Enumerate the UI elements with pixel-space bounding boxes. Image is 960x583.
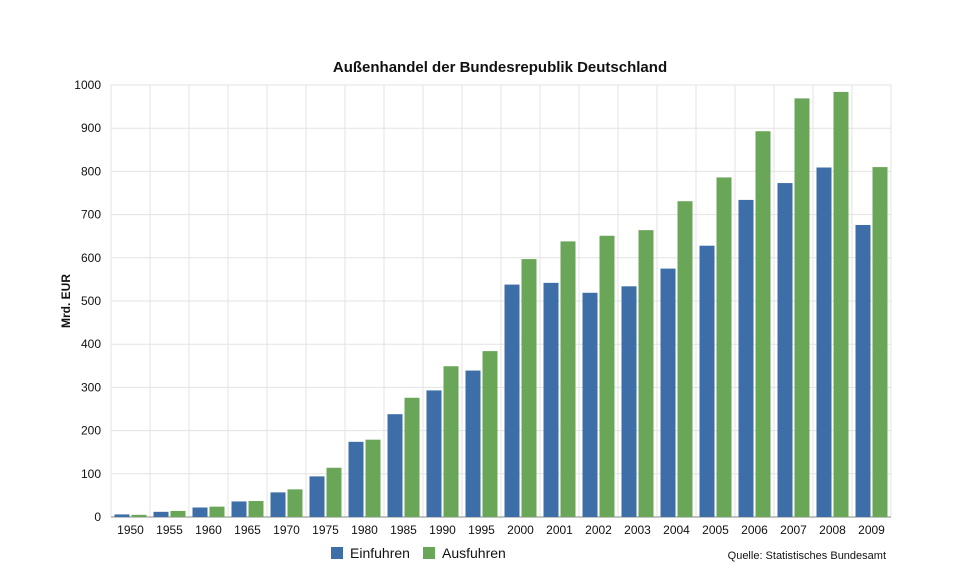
bar-ausfuhren-1960 [209,506,225,517]
bar-einfuhren-2003 [621,286,637,517]
bar-einfuhren-1985 [387,414,403,517]
bar-ausfuhren-2006 [755,131,771,517]
bar-ausfuhren-2005 [716,177,732,517]
x-tick-label: 2000 [507,523,534,537]
y-tick-label: 0 [94,510,101,524]
x-tick-label: 2008 [819,523,846,537]
bar-ausfuhren-2000 [521,259,537,517]
bar-einfuhren-1990 [426,390,442,517]
bar-ausfuhren-2004 [677,201,693,517]
legend: Einfuhren Ausfuhren [331,545,506,561]
x-tick-label: 2004 [663,523,690,537]
legend-label-einfuhren: Einfuhren [350,545,410,561]
bar-einfuhren-2004 [660,268,676,517]
x-tick-label: 1975 [312,523,339,537]
bar-ausfuhren-2009 [872,167,888,517]
bar-einfuhren-2002 [582,292,598,517]
bar-ausfuhren-1965 [248,501,264,517]
legend-swatch-einfuhren [331,547,343,559]
x-tick-label: 2005 [702,523,729,537]
x-axis-ticks: 1950 1955 1960 1965 1970 1975 1980 1985 1990 1995… [117,523,885,537]
x-tick-label: 1950 [117,523,144,537]
x-tick-label: 2003 [624,523,651,537]
bar-einfuhren-1965 [231,501,247,517]
bar-ausfuhren-1975 [326,467,342,517]
bar-ausfuhren-1980 [365,439,381,517]
x-tick-label: 2006 [741,523,768,537]
bar-ausfuhren-1985 [404,397,420,517]
bar-ausfuhren-1990 [443,366,459,517]
y-tick-label: 900 [81,121,101,135]
bar-einfuhren-2005 [699,245,715,518]
x-tick-label: 1970 [273,523,300,537]
bar-einfuhren-1950 [114,514,130,517]
y-tick-label: 800 [81,164,101,178]
x-tick-label: 1965 [234,523,261,537]
x-tick-label: 2002 [585,523,612,537]
bar-ausfuhren-2008 [833,91,849,518]
legend-label-ausfuhren: Ausfuhren [442,545,506,561]
bar-ausfuhren-1955 [170,510,186,517]
bar-einfuhren-2000 [504,284,520,517]
y-tick-label: 700 [81,208,101,222]
bar-einfuhren-1975 [309,476,325,517]
y-axis-label: Mrd. EUR [59,274,73,328]
legend-swatch-ausfuhren [423,547,435,559]
x-tick-label: 1990 [429,523,456,537]
bar-einfuhren-1955 [153,511,169,517]
bar-ausfuhren-2002 [599,235,615,517]
x-tick-label: 1995 [468,523,495,537]
bar-einfuhren-1960 [192,507,208,517]
bar-ausfuhren-2001 [560,241,576,517]
y-tick-label: 600 [81,251,101,265]
x-tick-label: 1960 [195,523,222,537]
bar-ausfuhren-2003 [638,230,654,518]
bars [114,91,888,518]
y-tick-label: 1000 [74,78,101,92]
x-tick-label: 1985 [390,523,417,537]
y-tick-label: 400 [81,337,101,351]
bar-einfuhren-2001 [543,282,559,517]
bar-einfuhren-2006 [738,199,754,518]
bar-einfuhren-1970 [270,492,286,517]
bar-einfuhren-1980 [348,441,364,517]
source-note: Quelle: Statistisches Bundesamt [728,550,886,562]
bar-einfuhren-2009 [855,224,871,517]
x-tick-label: 1980 [351,523,378,537]
chart-title: Außenhandel der Bundesrepublik Deutschla… [333,59,667,76]
bar-ausfuhren-1995 [482,351,498,517]
bar-ausfuhren-2007 [794,98,810,517]
y-tick-label: 300 [81,380,101,394]
y-tick-label: 500 [81,294,101,308]
bar-ausfuhren-1970 [287,489,303,517]
x-tick-label: 2007 [780,523,807,537]
bar-einfuhren-2007 [777,183,793,517]
bar-einfuhren-2008 [816,167,832,517]
x-tick-label: 2009 [858,523,885,537]
y-tick-label: 100 [81,467,101,481]
y-tick-label: 200 [81,424,101,438]
x-tick-label: 1955 [156,523,183,537]
grid-lines [110,84,892,518]
x-tick-label: 2001 [546,523,573,537]
bar-einfuhren-1995 [465,370,481,517]
bar-ausfuhren-1950 [131,514,147,517]
y-axis-ticks: 0 100 200 300 400 500 600 700 800 900 1000 [74,78,101,524]
